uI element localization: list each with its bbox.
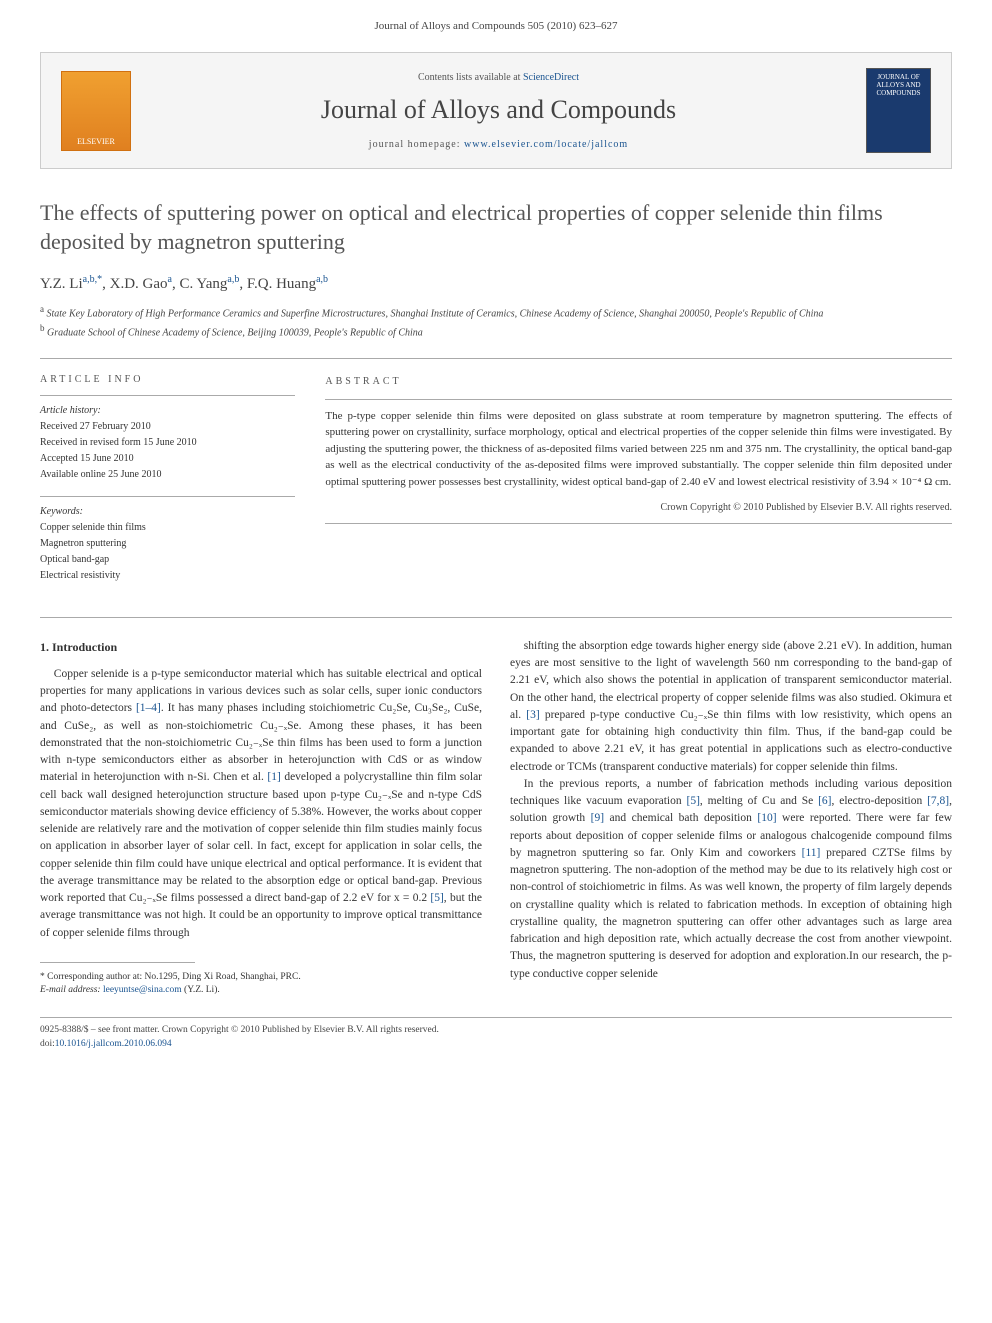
info-heading: article info [40,374,295,385]
abstract-column: abstract The p-type copper selenide thin… [325,374,952,597]
contents-text: Contents lists available at [418,72,523,83]
citation-link[interactable]: [7,8] [927,795,949,807]
contents-available-line: Contents lists available at ScienceDirec… [131,72,866,83]
bottom-bar: 0925-8388/$ – see front matter. Crown Co… [40,1017,952,1051]
abstract-text: The p-type copper selenide thin films we… [325,408,952,491]
abstract-copyright: Crown Copyright © 2010 Published by Else… [325,500,952,515]
citation-link[interactable]: [3] [526,709,539,721]
email-footnote: E-mail address: leeyuntse@sina.com (Y.Z.… [40,984,482,997]
accepted-date: Accepted 15 June 2010 [40,452,295,466]
page-citation: Journal of Alloys and Compounds 505 (201… [0,0,992,42]
elsevier-logo: ELSEVIER [61,71,131,151]
affiliations: a State Key Laboratory of High Performan… [40,303,952,340]
doi-line: doi:10.1016/j.jallcom.2010.06.094 [40,1038,952,1051]
citation-link[interactable]: [5] [430,892,443,904]
info-abstract-row: article info Article history: Received 2… [40,374,952,597]
body-paragraph: shifting the absorption edge towards hig… [510,638,952,776]
body-paragraph: Copper selenide is a p-type semiconducto… [40,666,482,942]
article-history: Article history: Received 27 February 20… [40,404,295,482]
keyword: Electrical resistivity [40,569,295,583]
homepage-link[interactable]: www.elsevier.com/locate/jallcom [464,139,628,150]
body-columns: 1. Introduction Copper selenide is a p-t… [40,638,952,998]
doi-label: doi: [40,1039,55,1049]
homepage-line: journal homepage: www.elsevier.com/locat… [131,139,866,150]
issn-copyright: 0925-8388/$ – see front matter. Crown Co… [40,1024,952,1037]
affiliation-a: a State Key Laboratory of High Performan… [40,303,952,321]
citation-link[interactable]: [11] [802,847,821,859]
citation-link[interactable]: [9] [591,812,604,824]
article-title: The effects of sputtering power on optic… [40,199,952,256]
keyword: Magnetron sputtering [40,537,295,551]
revised-date: Received in revised form 15 June 2010 [40,436,295,450]
banner-center: Contents lists available at ScienceDirec… [131,72,866,150]
keyword: Optical band-gap [40,553,295,567]
citation-link[interactable]: [10] [757,812,776,824]
homepage-label: journal homepage: [369,139,464,150]
divider [40,358,952,359]
author-email-link[interactable]: leeyuntse@sina.com [103,985,182,995]
keywords-block: Keywords: Copper selenide thin films Mag… [40,505,295,583]
article-info-column: article info Article history: Received 2… [40,374,295,597]
online-date: Available online 25 June 2010 [40,468,295,482]
keyword: Copper selenide thin films [40,521,295,535]
received-date: Received 27 February 2010 [40,420,295,434]
abstract-heading: abstract [325,374,952,389]
body-right-column: shifting the absorption edge towards hig… [510,638,952,998]
citation-link[interactable]: [6] [818,795,831,807]
body-left-column: 1. Introduction Copper selenide is a p-t… [40,638,482,998]
email-label: E-mail address: [40,985,103,995]
body-paragraph: In the previous reports, a number of fab… [510,776,952,983]
sciencedirect-link[interactable]: ScienceDirect [523,72,579,83]
keywords-heading: Keywords: [40,505,295,519]
journal-name: Journal of Alloys and Compounds [131,95,866,125]
affiliation-b: b Graduate School of Chinese Academy of … [40,322,952,340]
citation-link[interactable]: [5] [686,795,699,807]
divider [40,617,952,618]
history-heading: Article history: [40,404,295,418]
citation-link[interactable]: [1] [267,771,280,783]
section-1-heading: 1. Introduction [40,638,482,656]
author-list: Y.Z. Lia,b,*, X.D. Gaoa, C. Yanga,b, F.Q… [40,274,952,293]
doi-link[interactable]: 10.1016/j.jallcom.2010.06.094 [55,1039,172,1049]
corresponding-author-footnote: * Corresponding author at: No.1295, Ding… [40,971,482,984]
footnote-divider [40,962,195,963]
email-name: (Y.Z. Li). [182,985,220,995]
citation-link[interactable]: [1–4] [136,702,161,714]
journal-cover-thumbnail: JOURNAL OF ALLOYS AND COMPOUNDS [866,68,931,153]
journal-banner: ELSEVIER Contents lists available at Sci… [40,52,952,169]
